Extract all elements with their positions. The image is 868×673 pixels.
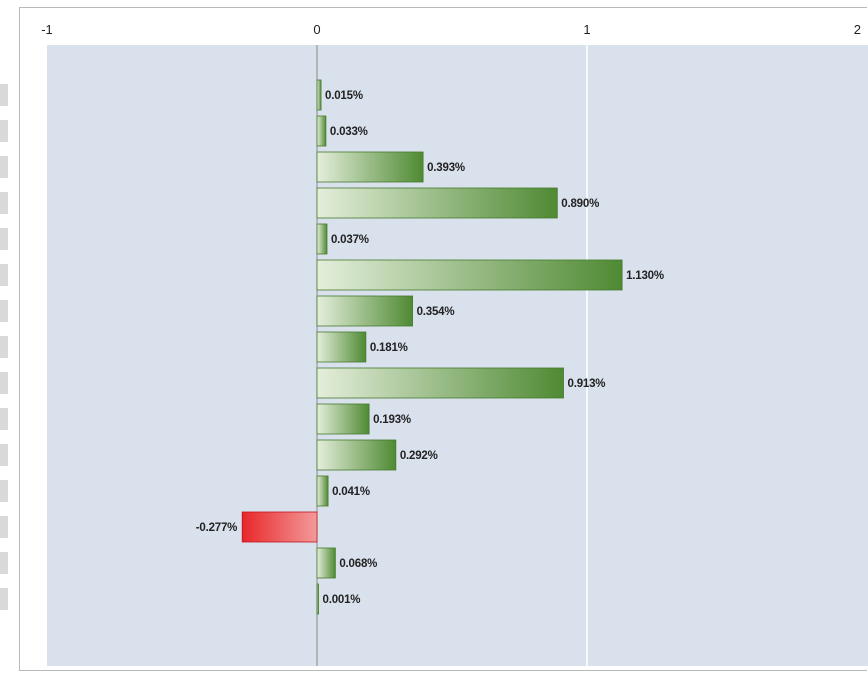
x-tick-label: 0 bbox=[313, 22, 320, 37]
bar-value-label: -0.277% bbox=[196, 522, 237, 534]
bar bbox=[317, 332, 366, 362]
bar bbox=[317, 440, 396, 470]
bar-value-label: 0.354% bbox=[417, 306, 455, 318]
bar-value-label: 0.913% bbox=[568, 378, 606, 390]
x-tick-label: 2 bbox=[854, 22, 861, 37]
bar bbox=[317, 260, 622, 290]
bar-value-label: 1.130% bbox=[626, 270, 664, 282]
x-tick-label: -1 bbox=[41, 22, 53, 37]
bar bbox=[317, 188, 557, 218]
bar-value-label: 0.041% bbox=[332, 486, 370, 498]
bar bbox=[317, 368, 564, 398]
bar bbox=[317, 80, 321, 110]
bar bbox=[317, 224, 327, 254]
bar-value-label: 0.292% bbox=[400, 450, 438, 462]
bar-value-label: 0.001% bbox=[323, 594, 361, 606]
plot-area bbox=[47, 45, 868, 666]
bar-value-label: 0.015% bbox=[325, 90, 363, 102]
bar-value-label: 0.193% bbox=[373, 414, 411, 426]
bar bbox=[317, 584, 319, 614]
bar bbox=[317, 476, 328, 506]
bar bbox=[317, 152, 423, 182]
x-tick-label: 1 bbox=[583, 22, 590, 37]
bar-value-label: 0.037% bbox=[331, 234, 369, 246]
bar bbox=[317, 116, 326, 146]
bar-value-label: 0.890% bbox=[561, 198, 599, 210]
bar bbox=[242, 512, 317, 542]
bar bbox=[317, 404, 369, 434]
bar-value-label: 0.068% bbox=[339, 558, 377, 570]
bar-value-label: 0.033% bbox=[330, 126, 368, 138]
x-axis-ticks: -1 0 1 2 bbox=[41, 22, 861, 37]
bar bbox=[317, 296, 413, 326]
bar bbox=[317, 548, 335, 578]
bar-value-label: 0.181% bbox=[370, 342, 408, 354]
bar-value-label: 0.393% bbox=[427, 162, 465, 174]
